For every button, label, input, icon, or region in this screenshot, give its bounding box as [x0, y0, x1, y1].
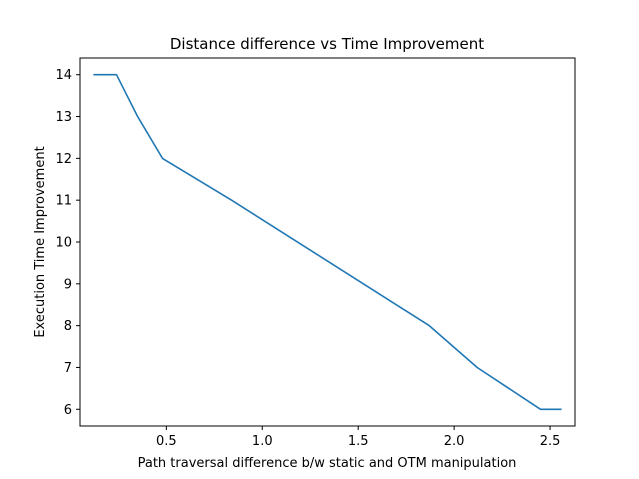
- y-axis-label: Execution Time Improvement: [33, 146, 48, 337]
- y-tick-label: 13: [55, 110, 72, 125]
- y-axis-ticks: 6 7 8 9 10 11 12 13 14: [55, 68, 80, 418]
- x-axis-label: Path traversal difference b/w static and…: [138, 456, 517, 471]
- x-tick-label: 1.0: [252, 434, 273, 449]
- plot-frame: [79, 57, 576, 427]
- y-tick-label: 11: [55, 194, 72, 209]
- x-axis-ticks: 0.5 1.0 1.5 2.0 2.5: [156, 426, 560, 449]
- y-tick-label: 12: [55, 152, 72, 167]
- chart-title: Distance difference vs Time Improvement: [170, 35, 484, 53]
- y-tick-label: 9: [64, 277, 72, 292]
- y-tick-label: 10: [55, 236, 72, 251]
- x-tick-label: 0.5: [156, 434, 177, 449]
- x-tick-label: 2.0: [444, 434, 465, 449]
- y-tick-label: 7: [64, 361, 72, 376]
- x-tick-label: 2.5: [540, 434, 561, 449]
- series-line: [93, 73, 562, 411]
- y-tick-label: 14: [55, 68, 72, 83]
- y-tick-label: 6: [64, 403, 72, 418]
- y-tick-label: 8: [64, 319, 72, 334]
- series-layer: [93, 73, 562, 411]
- x-tick-label: 1.5: [348, 434, 369, 449]
- plot-area: [79, 57, 576, 427]
